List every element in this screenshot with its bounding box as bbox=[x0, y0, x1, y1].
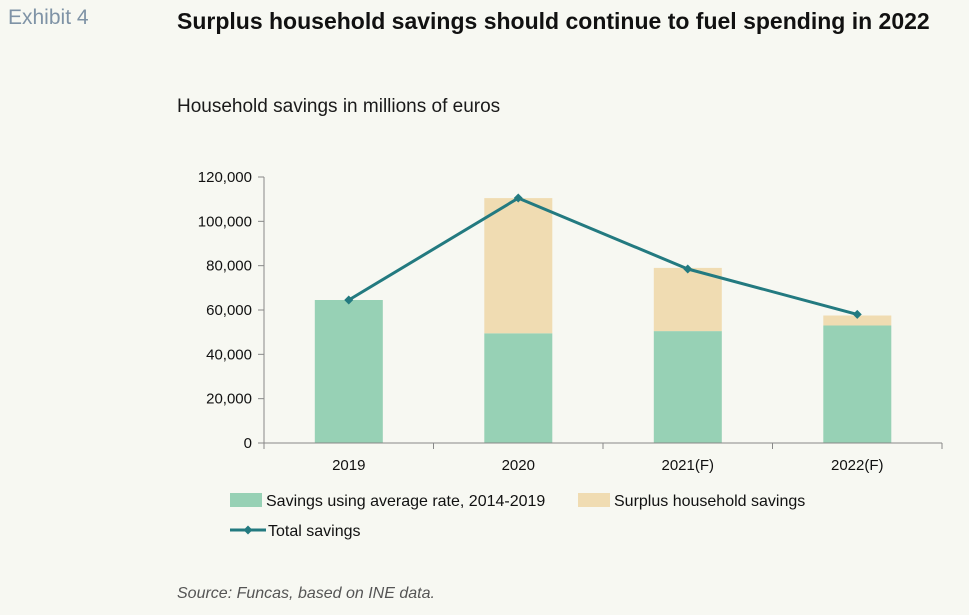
bar-base-0 bbox=[314, 300, 383, 443]
chart-canvas: 0 20,000 40,000 60,000 80,000 100,000 120,000 2… bbox=[198, 169, 943, 540]
legend-label-2: Total savings bbox=[268, 523, 361, 540]
x-tick-label-0: 2019 bbox=[332, 457, 365, 474]
bar-base-2 bbox=[653, 331, 722, 443]
y-tick-label-3: 60,000 bbox=[206, 302, 252, 319]
x-tick-label-1: 2020 bbox=[502, 457, 535, 474]
bar-base-3 bbox=[823, 325, 892, 443]
axis-layer: 0 20,000 40,000 60,000 80,000 100,000 120,000 2… bbox=[198, 169, 943, 474]
legend-swatch-0 bbox=[230, 493, 262, 507]
bar-surplus-1 bbox=[484, 198, 553, 334]
legend-label-1: Surplus household savings bbox=[614, 493, 805, 510]
y-tick-label-2: 40,000 bbox=[206, 346, 252, 363]
bar-surplus-2 bbox=[653, 267, 722, 332]
x-tick-label-3: 2022(F) bbox=[831, 457, 884, 474]
legend-swatch-marker-2 bbox=[243, 525, 253, 535]
y-tick-label-6: 120,000 bbox=[198, 169, 252, 186]
y-tick-label-5: 100,000 bbox=[198, 213, 252, 230]
total-savings-line-layer bbox=[344, 193, 862, 319]
bars-layer bbox=[314, 198, 892, 443]
total-savings-line bbox=[348, 196, 858, 316]
chart-title: Surplus household savings should continu… bbox=[177, 8, 930, 34]
bar-base-1 bbox=[484, 333, 553, 443]
y-tick-label-0: 0 bbox=[244, 435, 252, 452]
exhibit-label: Exhibit 4 bbox=[8, 6, 89, 29]
legend-label-0: Savings using average rate, 2014-2019 bbox=[266, 493, 545, 510]
legend: Savings using average rate, 2014-2019 Sur… bbox=[230, 493, 805, 540]
total-savings-point-2 bbox=[683, 264, 693, 274]
source-note: Source: Funcas, based on INE data. bbox=[177, 585, 435, 602]
chart-subtitle: Household savings in millions of euros bbox=[177, 96, 501, 117]
y-tick-label-1: 20,000 bbox=[206, 391, 252, 408]
x-tick-label-2: 2021(F) bbox=[661, 457, 714, 474]
total-savings-point-3 bbox=[852, 309, 862, 319]
y-tick-label-4: 80,000 bbox=[206, 258, 252, 275]
total-savings-point-0 bbox=[344, 295, 354, 305]
bar-surplus-3 bbox=[823, 315, 892, 326]
total-savings-point-1 bbox=[513, 193, 523, 203]
legend-swatch-1 bbox=[578, 493, 610, 507]
